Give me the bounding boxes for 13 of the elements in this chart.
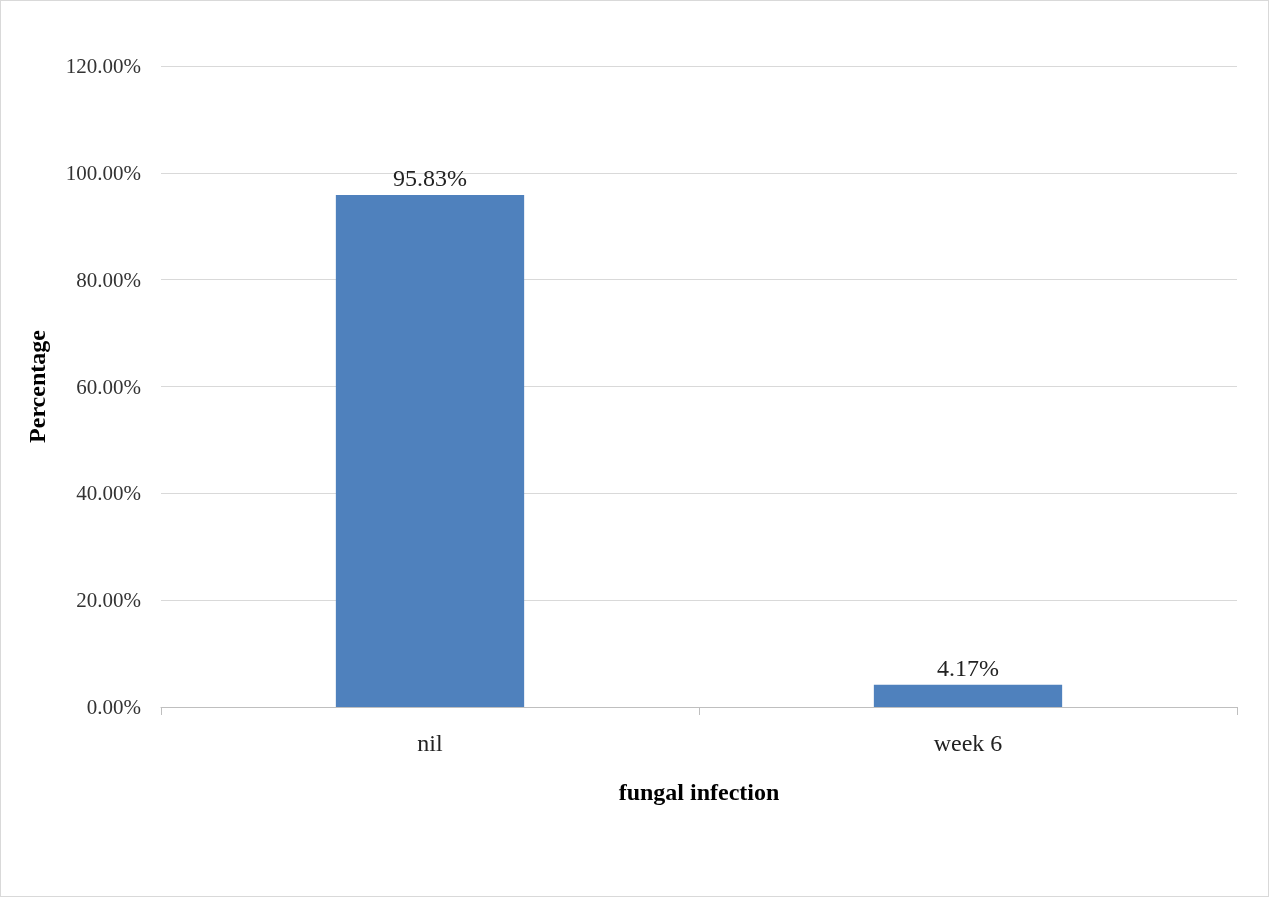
y-tick-label: 20.00% [76,588,141,613]
y-tick-label: 60.00% [76,374,141,399]
y-axis-title: Percentage [24,329,50,443]
y-tick-label: 80.00% [76,267,141,292]
data-label: 95.83% [393,165,467,192]
y-tick-label: 120.00% [65,54,141,78]
y-tick-label: 40.00% [76,481,141,506]
y-tick-label: 0.00% [86,695,141,719]
x-axis-title: fungal infection [618,779,780,805]
x-tick-label: nil [417,730,443,756]
x-tick-label: week 6 [933,730,1003,756]
data-label: 4.17% [937,654,999,681]
y-tick-label: 100.00% [65,160,141,185]
